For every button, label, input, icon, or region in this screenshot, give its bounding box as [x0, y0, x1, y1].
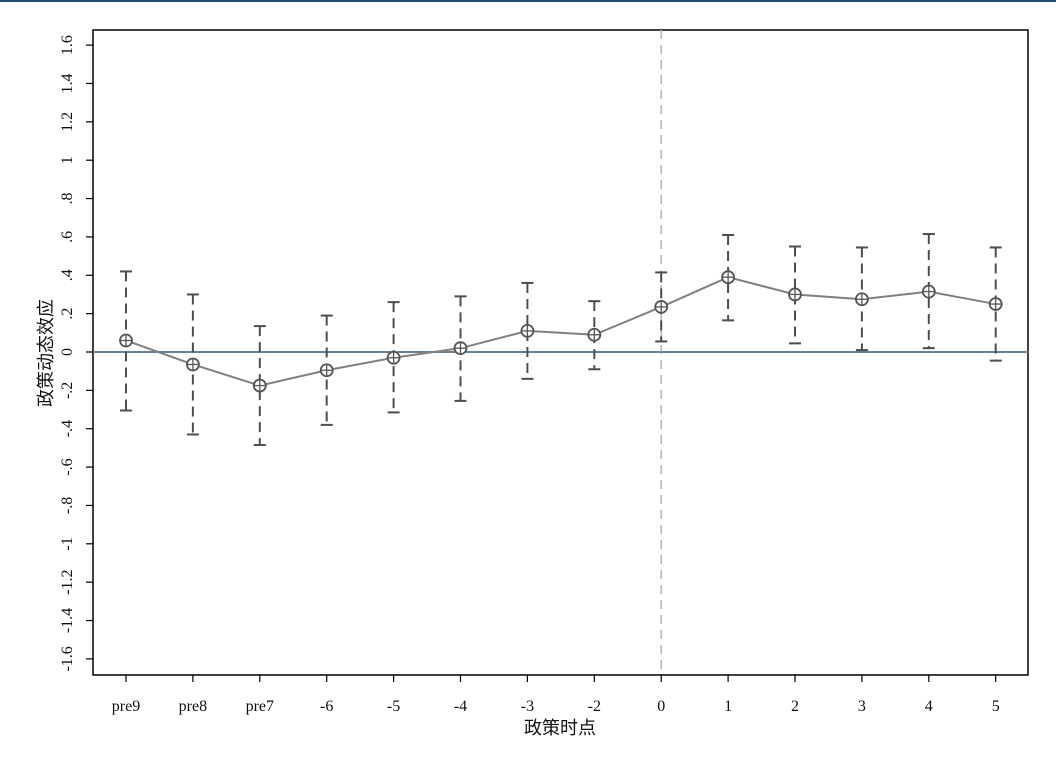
data-point	[386, 350, 401, 365]
x-tick-label: 0	[657, 698, 665, 715]
y-tick-label: .2	[59, 308, 76, 320]
x-tick-label: 3	[858, 698, 866, 715]
data-point	[185, 357, 200, 372]
data-point	[921, 284, 936, 299]
window-top-border	[0, 0, 1056, 2]
data-point	[721, 270, 735, 285]
y-axis: -1.6 -1.4 -1.2 -1 -.8 -.6 -.4 -.2 0 .2 .4 .6 .8 1 1.2 1…	[59, 35, 93, 672]
data-point	[119, 333, 133, 348]
y-tick-label: -1.6	[59, 646, 76, 671]
x-tick-label: pre8	[179, 698, 207, 715]
data-point	[520, 324, 535, 338]
y-tick-label: .8	[59, 193, 76, 205]
y-tick-label: 1.6	[59, 35, 76, 55]
x-tick-label: -2	[588, 698, 601, 715]
point-markers	[119, 270, 1003, 393]
series-line	[125, 276, 996, 387]
y-tick-label: -1.4	[59, 608, 76, 633]
y-tick-label: .4	[59, 269, 76, 281]
data-point	[654, 300, 669, 314]
data-point	[252, 378, 267, 393]
data-point	[319, 363, 334, 378]
y-tick-label: .6	[59, 231, 76, 243]
x-tick-label: pre7	[246, 698, 274, 715]
x-tick-label: -4	[454, 698, 467, 715]
data-point	[453, 341, 468, 356]
x-tick-label: -3	[521, 698, 534, 715]
data-point	[855, 292, 869, 307]
x-axis-title: 政策时点	[524, 718, 596, 739]
series-line-group	[125, 276, 996, 387]
data-point	[587, 327, 602, 342]
confidence-intervals	[120, 233, 1002, 447]
y-tick-label: -.8	[59, 497, 76, 514]
x-tick-label: 1	[724, 698, 732, 715]
y-axis-title: 政策动态效应	[36, 299, 57, 407]
x-tick-label: 2	[791, 698, 799, 715]
x-tick-label: pre9	[112, 698, 140, 715]
reference-lines	[93, 30, 1028, 675]
x-tick-label: 4	[925, 698, 933, 715]
y-tick-label: -.2	[59, 382, 76, 399]
y-tick-label: -.4	[59, 420, 76, 437]
y-tick-label: 0	[59, 348, 76, 356]
y-tick-label: 1.4	[59, 73, 76, 93]
x-tick-label: 5	[992, 698, 1000, 715]
x-tick-label: -6	[320, 698, 333, 715]
data-point	[788, 287, 802, 302]
data-point	[988, 297, 1003, 311]
y-tick-label: -1	[59, 537, 76, 550]
y-tick-label: 1	[59, 156, 76, 164]
y-tick-label: -1.2	[59, 569, 76, 594]
x-tick-label: -5	[387, 698, 400, 715]
x-axis: pre9 pre8 pre7 -6 -5 -4 -3 -2 0 1 2 3 4 5	[112, 675, 1000, 715]
y-tick-label: -.6	[59, 458, 76, 475]
y-tick-label: 1.2	[59, 112, 76, 132]
